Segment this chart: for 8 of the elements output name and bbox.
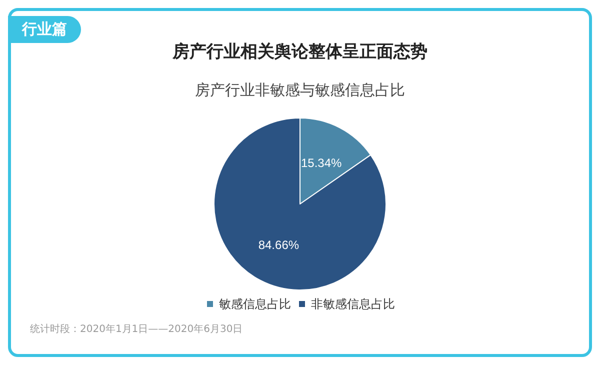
legend-label: 非敏感信息占比 (311, 297, 395, 311)
data-label: 84.66% (258, 238, 300, 252)
chart-subtitle: 房产行业非敏感与敏感信息占比 (195, 82, 405, 99)
chart-title: 房产行业相关舆论整体呈正面态势 (172, 42, 428, 61)
text: 统计时段：2020年1月1日——2020年6月30日 (30, 322, 243, 336)
text: 行业篇 (8, 16, 81, 43)
legend-label: 敏感信息占比 (219, 297, 291, 311)
data-label: 15.34% (300, 156, 342, 170)
